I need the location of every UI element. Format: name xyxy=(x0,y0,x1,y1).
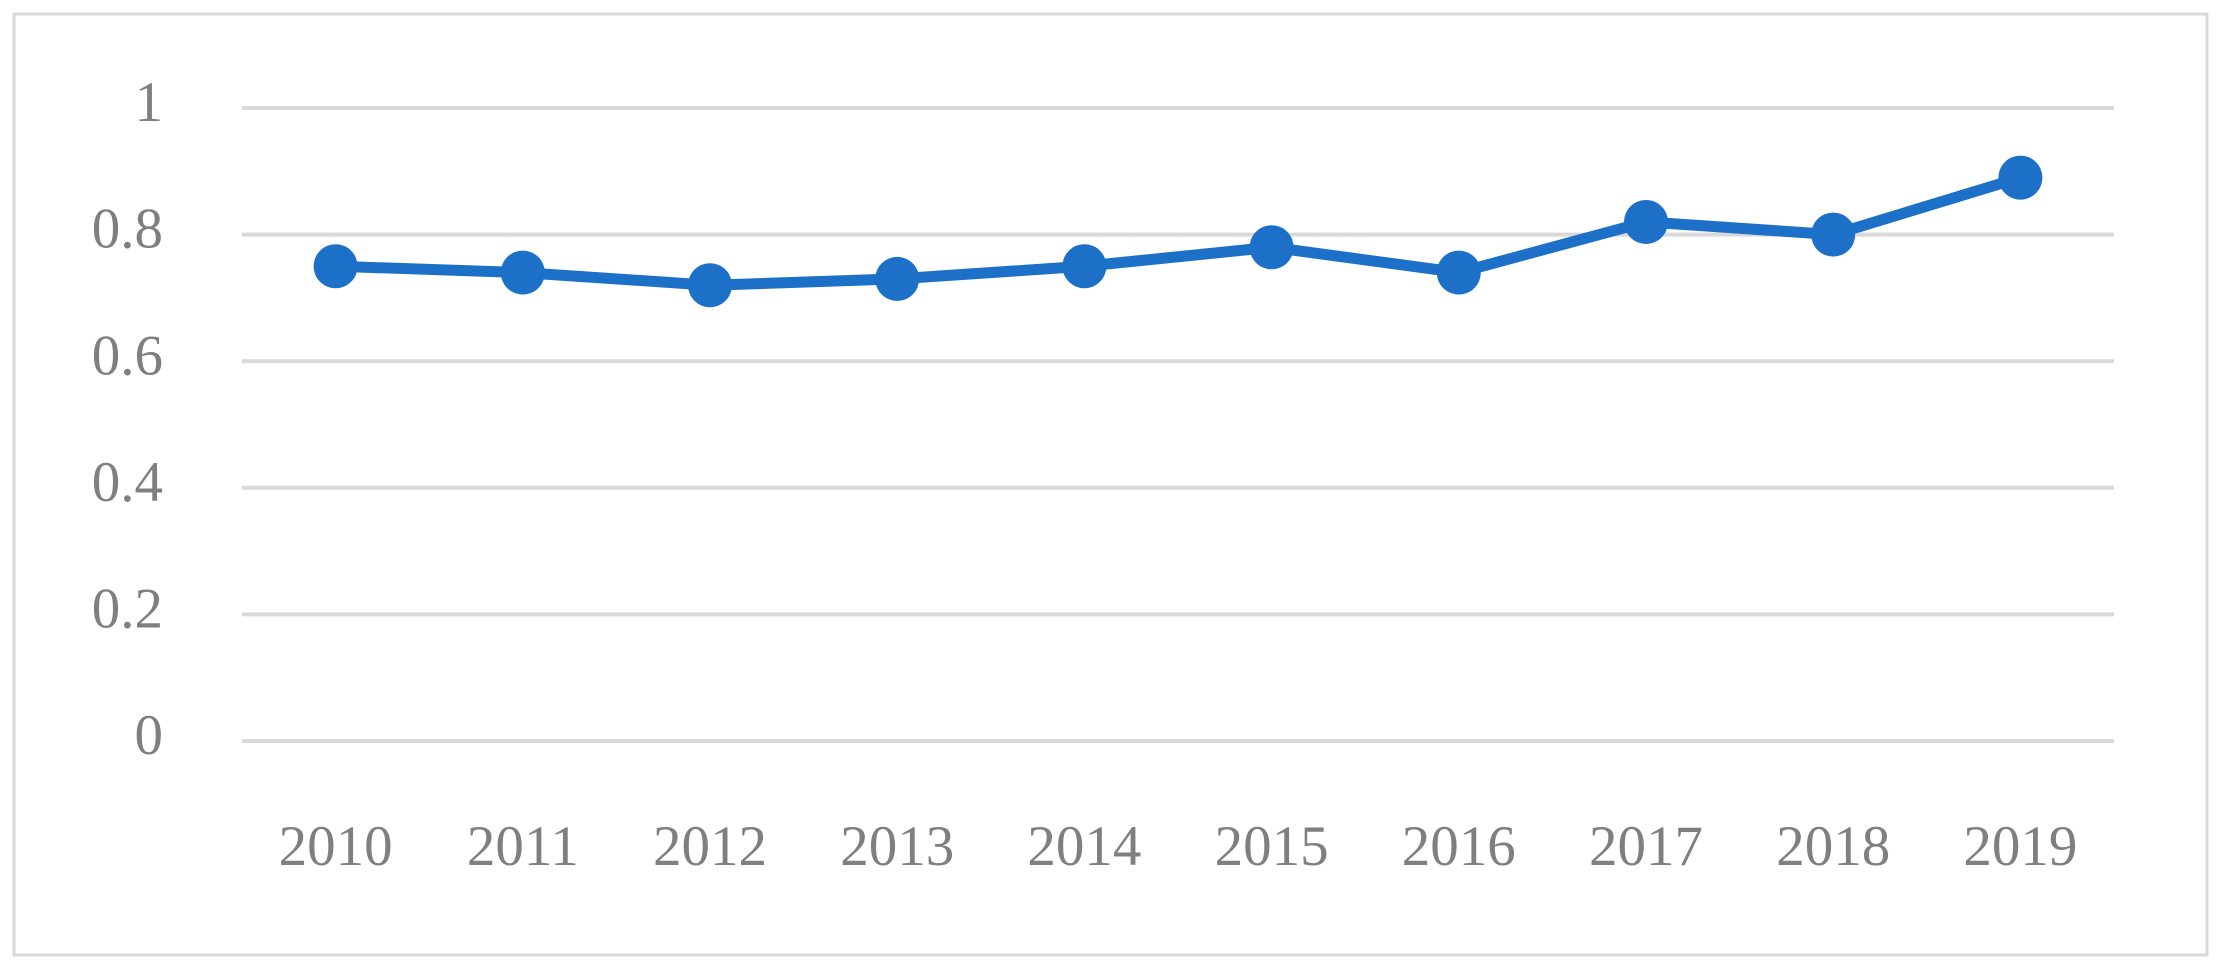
y-tick-label: 1 xyxy=(135,71,164,134)
x-tick-label: 2011 xyxy=(467,815,579,878)
point-marker xyxy=(313,244,358,289)
x-tick-label: 2010 xyxy=(279,815,393,878)
point-marker xyxy=(1436,250,1481,295)
point-marker xyxy=(1249,225,1294,270)
x-tick-label: 2012 xyxy=(653,815,767,878)
x-tick-label: 2018 xyxy=(1776,815,1890,878)
y-tick-label: 0 xyxy=(135,704,164,767)
series-line xyxy=(335,172,2023,291)
point-marker xyxy=(1811,212,1856,257)
point-marker xyxy=(500,250,545,295)
point-marker xyxy=(1062,244,1107,289)
x-tick-label: 2019 xyxy=(1963,815,2077,878)
point-marker xyxy=(688,263,732,308)
y-tick-label: 0.4 xyxy=(92,451,163,514)
point-marker xyxy=(1624,199,1668,244)
point-marker xyxy=(1998,155,2043,200)
x-tick-label: 2016 xyxy=(1402,815,1516,878)
y-tick-label: 0.2 xyxy=(92,577,163,640)
chart-border xyxy=(12,12,2209,957)
x-tick-label: 2017 xyxy=(1589,815,1703,878)
x-tick-label: 2014 xyxy=(1027,815,1141,878)
x-tick-label: 2015 xyxy=(1215,815,1329,878)
y-tick-label: 0.6 xyxy=(92,324,163,387)
y-tick-label: 0.8 xyxy=(92,198,163,261)
point-marker xyxy=(875,256,920,301)
x-tick-label: 2013 xyxy=(840,815,954,878)
